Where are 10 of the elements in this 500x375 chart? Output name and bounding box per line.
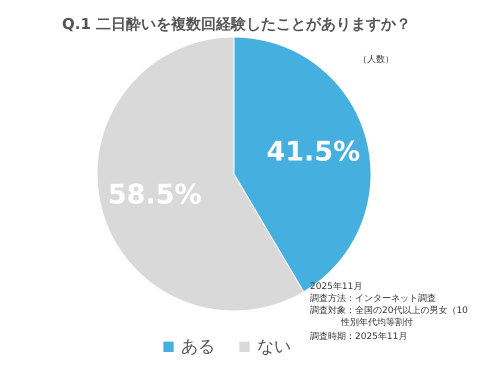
text: 調査対象：全国の20代以上の男女（10 <box>310 306 468 317</box>
text: 調査時期：2025年11月 <box>310 332 408 343</box>
text: 性別年代均等割付 <box>341 318 413 329</box>
legend-label: ある <box>181 336 215 357</box>
data-label: 41.5% <box>266 136 360 168</box>
text: 2025年11月 <box>310 282 362 293</box>
text: 調査方法：インターネット調査 <box>310 294 436 305</box>
chart-title: Q.1 二日酔いを複数回経験したことがありますか？ <box>62 15 412 33</box>
legend-label: ない <box>257 336 291 357</box>
text: （人数） <box>358 55 394 66</box>
